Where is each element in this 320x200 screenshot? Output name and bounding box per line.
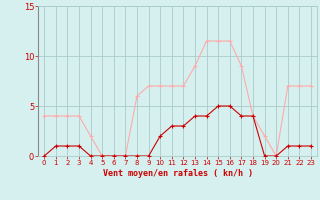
X-axis label: Vent moyen/en rafales ( kn/h ): Vent moyen/en rafales ( kn/h )	[103, 169, 252, 178]
